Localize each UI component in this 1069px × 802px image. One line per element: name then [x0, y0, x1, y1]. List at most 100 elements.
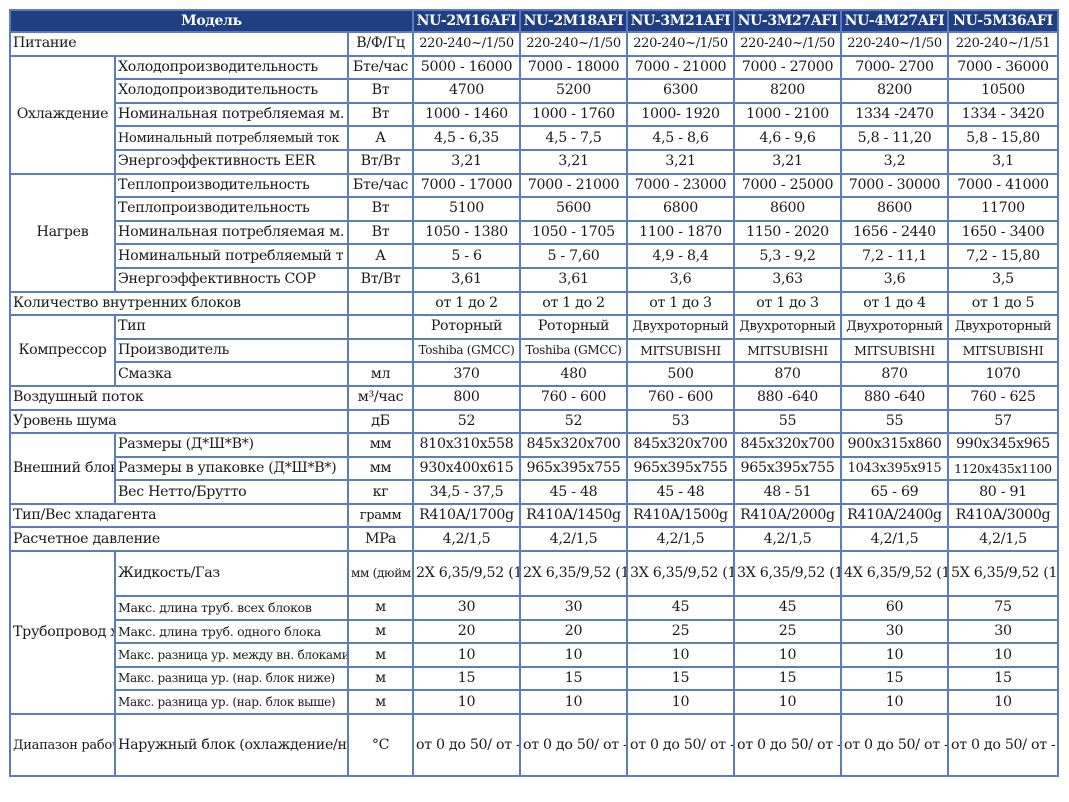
table-row: Тип/Вес хладагента грамм R410A/1700g R41… [9, 502, 1059, 529]
value-cell: 3,2 [840, 148, 949, 175]
value-cell: 1070 [947, 361, 1059, 387]
value-cell: от 0 до 50/ от -15 до 24 [733, 713, 842, 778]
header-model-1: NU-2M16AFI [412, 9, 521, 33]
value-cell: 1000 - 1760 [519, 101, 628, 128]
value-cell: 10 [840, 642, 949, 668]
value-cell: 4,9 - 8,4 [626, 243, 735, 269]
table-row: Номинальный потребляемый ток А 4,5 - 6,3… [10, 125, 1059, 151]
value-cell: 60 [840, 595, 949, 621]
value-cell: 7000 - 18000 [519, 54, 628, 81]
unit-cell: А [347, 125, 414, 151]
value-cell: 220-240~/1/50 [733, 31, 842, 57]
value-cell: R410A/1700g [412, 502, 521, 529]
table-row: Количество внутренних блоков от 1 до 2 о… [9, 290, 1059, 317]
value-cell: 870 [733, 361, 842, 387]
value-cell: 10 [947, 689, 1059, 716]
value-cell: R410A/3000g [947, 502, 1059, 529]
param-cell: Макс. разница ур. (нар. блок выше) [114, 689, 349, 716]
value-cell: 965x395x755 [626, 455, 735, 482]
spec-table: Модель NU-2M16AFI NU-2M18AFI NU-3M21AFI … [9, 9, 1059, 778]
value-cell: 3,61 [412, 266, 521, 293]
value-cell: 4,2/1,5 [733, 526, 842, 553]
param-cell: Тип [114, 314, 349, 340]
value-cell: 10 [412, 642, 521, 668]
param-cell: Номинальная потребляемая м. [114, 101, 349, 128]
group-label-piping: Трубопровод хладагента [9, 550, 116, 716]
unit-cell: Вт [347, 219, 414, 246]
value-cell: R410A/1450g [519, 502, 628, 529]
value-cell: 845x320x700 [733, 432, 842, 458]
table-row: Номинальный потребляемый т А 5 - 6 5 - 7… [10, 243, 1059, 269]
unit-cell: мл [347, 361, 414, 387]
table-row: Теплопроизводительность Вт 5100 5600 680… [10, 196, 1059, 222]
param-cell: Теплопроизводительность [114, 172, 349, 199]
unit-cell: грамм [347, 502, 414, 529]
value-cell: 220-240~/1/50 [840, 31, 949, 57]
value-cell: 45 - 48 [626, 479, 735, 505]
param-cell: Размеры в упаковке (Д*Ш*В*) [114, 455, 349, 482]
value-cell: 8600 [840, 196, 949, 222]
value-cell: 6800 [626, 196, 735, 222]
param-cell: Размеры (Д*Ш*В*) [114, 432, 349, 458]
value-cell: 1000 - 1460 [412, 101, 521, 128]
value-cell: 15 [626, 665, 735, 692]
value-cell: 5,3 - 9,2 [733, 243, 842, 269]
param-cell: Номинальный потребляемый ток [114, 125, 349, 151]
unit-cell: Вт [347, 101, 414, 128]
value-cell: Toshiba (GMCC) [412, 337, 521, 364]
value-cell: 57 [947, 408, 1059, 435]
value-cell: 65 - 69 [840, 479, 949, 505]
table-row: Макс. разница ур. между вн. блоками м 10… [10, 642, 1059, 668]
table-row: Питание В/Ф/Гц 220-240~/1/50 220-240~/1/… [9, 31, 1059, 57]
value-cell: 3X 6,35/9,52 (1/4"/3/8") [626, 550, 735, 598]
value-cell: 52 [519, 408, 628, 435]
value-cell: 7000 - 25000 [733, 172, 842, 199]
value-cell: 10500 [947, 78, 1059, 104]
value-cell: 10 [733, 642, 842, 668]
param-cell: Холодопроизводительность [114, 78, 349, 104]
value-cell: 870 [840, 361, 949, 387]
value-cell: 3,5 [947, 266, 1059, 293]
value-cell: от 0 до 50/ от -15 до 24 [840, 713, 949, 778]
unit-cell: мм [347, 455, 414, 482]
value-cell: 10 [626, 689, 735, 716]
value-cell: от 0 до 50/ от -15 до 24 [519, 713, 628, 778]
value-cell: 7000 - 23000 [626, 172, 735, 199]
value-cell: 10 [412, 689, 521, 716]
unit-cell: Бте/час [347, 54, 414, 81]
value-cell: 1150 - 2020 [733, 219, 842, 246]
value-cell: 220-240~/1/50 [412, 31, 521, 57]
table-row: Производитель Toshiba (GMCC) Toshiba (GM… [10, 337, 1059, 364]
value-cell: 370 [412, 361, 521, 387]
value-cell: 965x395x755 [519, 455, 628, 482]
value-cell: 5100 [412, 196, 521, 222]
value-cell: 15 [733, 665, 842, 692]
table-row: Макс. разница ур. (нар. блок выше) м 10 … [10, 689, 1059, 716]
param-cell: Наружный блок (охлаждение/нагрев) [114, 713, 349, 778]
value-cell: 930x400x615 [412, 455, 521, 482]
param-cell: Макс. длина труб. всех блоков [114, 595, 349, 621]
value-cell: 1043x395x915 [840, 455, 949, 482]
value-cell: от 0 до 50/ от -15 до 24 [412, 713, 521, 778]
value-cell: 990x345x965 [947, 432, 1059, 458]
value-cell: 880 -640 [840, 384, 949, 411]
table-row: Охлаждение Холодопроизводительность Бте/… [9, 54, 1059, 175]
value-cell: 3,61 [519, 266, 628, 293]
value-cell: 220-240~/1/50 [519, 31, 628, 57]
value-cell: 1050 - 1705 [519, 219, 628, 246]
value-cell: 8200 [840, 78, 949, 104]
value-cell: 845x320x700 [519, 432, 628, 458]
value-cell: 500 [626, 361, 735, 387]
param-cell: Смазка [114, 361, 349, 387]
header-model-3: NU-3M21AFI [626, 9, 735, 33]
param-cell: Вес Нетто/Брутто [114, 479, 349, 505]
value-cell: 48 - 51 [733, 479, 842, 505]
value-cell: 1334 - 3420 [947, 101, 1059, 128]
header-model-5: NU-4M27AFI [840, 9, 949, 33]
group-label-compressor: Компрессор [9, 314, 116, 387]
value-cell: 900x315x860 [840, 432, 949, 458]
value-cell: от 1 до 5 [947, 290, 1059, 317]
value-cell: от 1 до 3 [733, 290, 842, 317]
value-cell: 3,63 [733, 266, 842, 293]
value-cell: 5600 [519, 196, 628, 222]
